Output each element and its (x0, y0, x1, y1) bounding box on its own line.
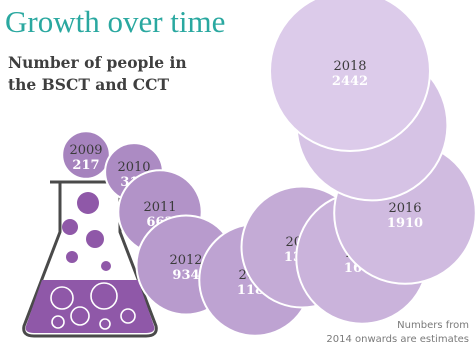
bubble-value-2012: 934 (172, 268, 199, 283)
estimate-note: Numbers from 2014 onwards are estimates (326, 319, 469, 347)
estimate-note-line-1: Numbers from (397, 320, 469, 331)
bubble-year-2016: 2016 (388, 201, 421, 216)
subtitle-line-1: Number of people in (8, 53, 187, 72)
bubble-value-2016: 1910 (387, 216, 423, 231)
chart-subtitle: Number of people in the BSCT and CCT (8, 52, 213, 96)
bubble-year-2010: 2010 (117, 160, 150, 175)
bubble-value-2009: 217 (72, 158, 99, 173)
bubble-2018 (269, 0, 431, 152)
bubble-year-2009: 2009 (69, 143, 102, 158)
bubbles: 2009217201031920116632012934201311852014… (61, 0, 475, 337)
bubble-value-2018: 2442 (332, 74, 368, 89)
subtitle-line-2: the BSCT and CCT (8, 75, 170, 94)
chart-title: Growth over time (5, 4, 226, 39)
bubble-year-2018: 2018 (333, 59, 366, 74)
bubble-year-2012: 2012 (169, 253, 202, 268)
estimate-note-line-2: 2014 onwards are estimates (326, 334, 469, 345)
flask-illustration (22, 180, 158, 338)
bubble-year-2011: 2011 (143, 200, 176, 215)
